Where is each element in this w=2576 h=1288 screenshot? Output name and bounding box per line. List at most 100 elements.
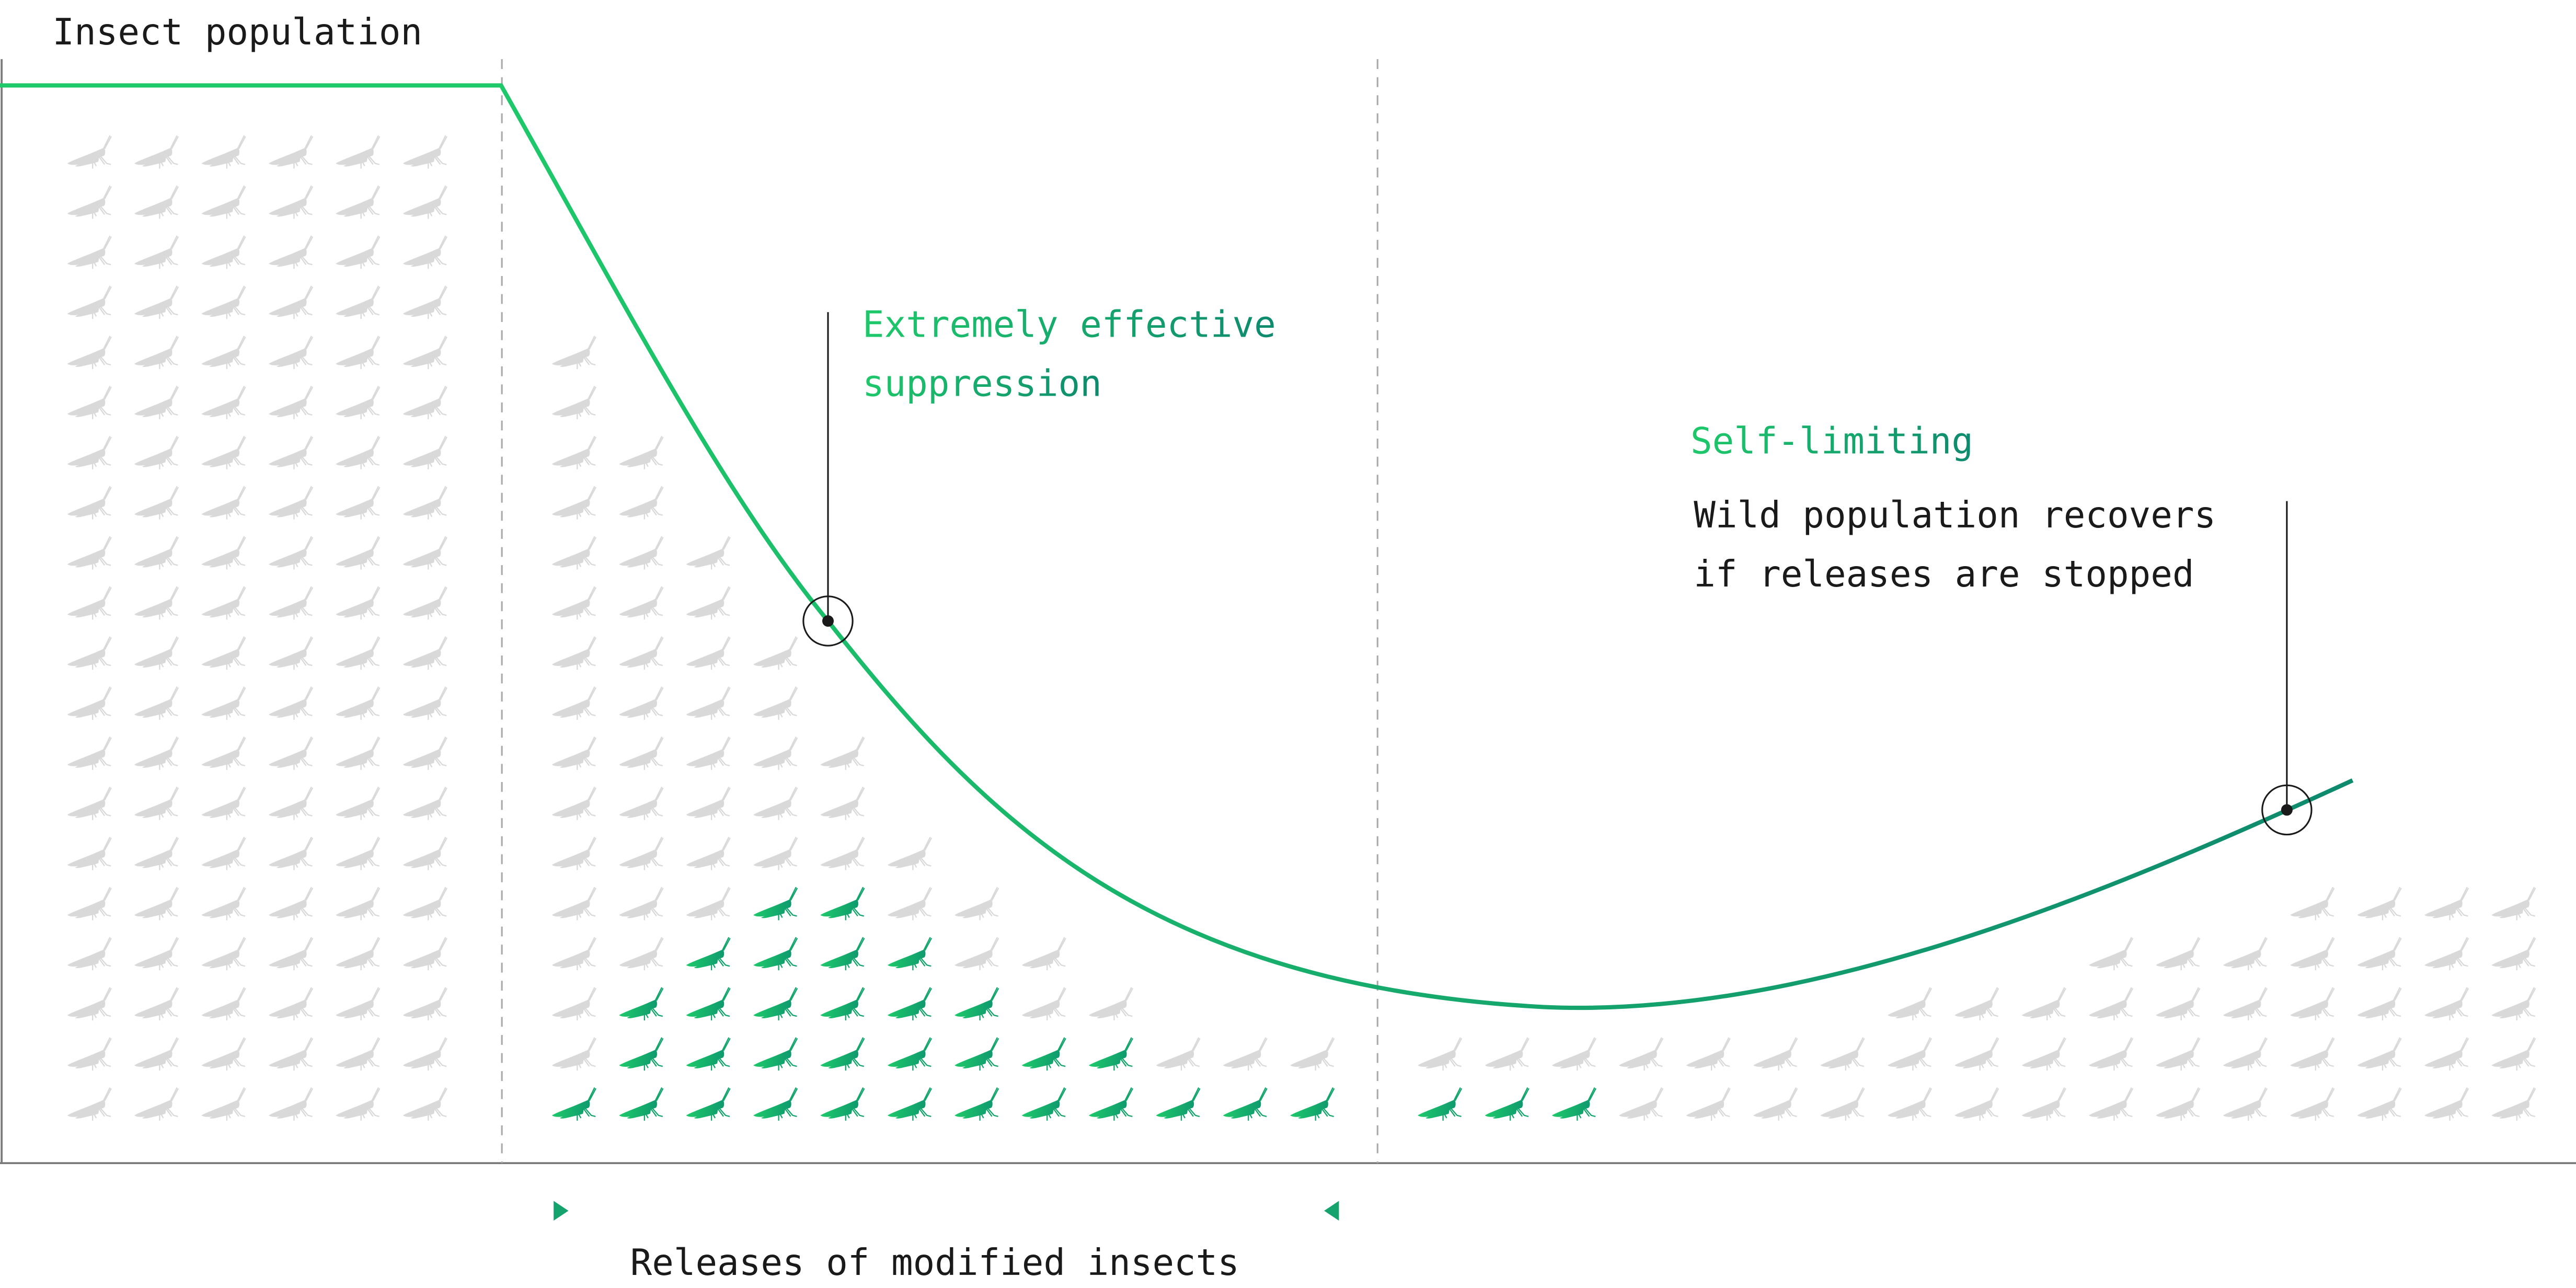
wild-insect-icon: [67, 987, 112, 1021]
modified-insect-icon: [686, 1087, 731, 1121]
wild-insect-icon: [619, 737, 664, 770]
wild-insect-icon: [134, 185, 179, 219]
wild-insect-icon: [2424, 1087, 2469, 1121]
wild-insect-icon: [67, 636, 112, 670]
wild-insect-icon: [619, 536, 664, 570]
wild-insect-icon: [134, 636, 179, 670]
modified-insect-icon: [1156, 1087, 1201, 1121]
wild-insect-icon: [1552, 1037, 1597, 1071]
wild-insect-icon: [67, 887, 112, 921]
modified-insect-icon: [820, 1087, 865, 1121]
wild-insect-icon: [2223, 987, 2268, 1021]
wild-insect-icon: [552, 686, 596, 720]
wild-insect-icon: [67, 737, 112, 770]
wild-insect-icon: [552, 786, 596, 820]
wild-insect-icon: [1820, 1037, 1865, 1071]
wild-insect-icon: [619, 937, 664, 971]
wild-insect-icon: [686, 836, 731, 870]
wild-insect-icon: [619, 486, 664, 520]
modified-insect-icon: [1089, 1037, 1134, 1071]
wild-insect-icon: [269, 636, 314, 670]
wild-insect-icon: [552, 435, 596, 469]
wild-insect-icon: [1290, 1037, 1335, 1071]
wild-insect-icon: [201, 636, 246, 670]
wild-insect-icon: [888, 887, 933, 921]
y-axis-title: Insect population: [53, 12, 422, 53]
release-period-label: Releases of modified insects: [630, 1242, 1239, 1284]
wild-insect-icon: [134, 786, 179, 820]
wild-insect-icon: [269, 786, 314, 820]
modified-insect-icon: [820, 1037, 865, 1071]
wild-insect-icon: [67, 285, 112, 319]
wild-insect-icon: [2021, 987, 2066, 1021]
wild-insect-icon: [336, 636, 381, 670]
wild-insect-icon: [2290, 937, 2335, 971]
wild-insect-icon: [2156, 1037, 2201, 1071]
wild-insect-icon: [269, 135, 314, 169]
wild-insect-icon: [1888, 1037, 1933, 1071]
wild-insect-icon: [820, 836, 865, 870]
wild-insect-icon: [201, 536, 246, 570]
modified-insect-icon: [820, 887, 865, 921]
wild-insect-icon: [67, 135, 112, 169]
wild-insect-icon: [753, 737, 798, 770]
wild-insect-icon: [686, 686, 731, 720]
wild-insect-icon: [134, 937, 179, 971]
wild-insect-icon: [336, 786, 381, 820]
wild-insect-icon: [67, 435, 112, 469]
modified-insect-icon: [1021, 1087, 1066, 1121]
wild-insect-icon: [67, 386, 112, 419]
wild-insect-icon: [686, 737, 731, 770]
wild-insect-icon: [820, 737, 865, 770]
modified-insect-icon: [552, 1087, 596, 1121]
wild-insect-icon: [134, 686, 179, 720]
wild-insect-icon: [67, 336, 112, 370]
wild-insect-icon: [753, 686, 798, 720]
wild-insect-icon: [619, 686, 664, 720]
bracket-right-arrowhead: [1324, 1201, 1339, 1221]
wild-insect-icon: [2357, 987, 2402, 1021]
wild-insect-icon: [134, 135, 179, 169]
modified-insect-icon: [753, 1087, 798, 1121]
wild-insect-icon: [201, 1087, 246, 1121]
wild-insect-icon: [201, 686, 246, 720]
wild-insect-icon: [2491, 1037, 2536, 1071]
modified-insect-icon: [686, 987, 731, 1021]
wild-insect-icon: [2290, 987, 2335, 1021]
wild-insect-icon: [269, 987, 314, 1021]
wild-insect-icon: [2223, 1087, 2268, 1121]
wild-insect-icon: [67, 786, 112, 820]
wild-insect-icon: [402, 887, 447, 921]
modified-insect-icon: [619, 1037, 664, 1071]
wild-insect-icon: [2290, 887, 2335, 921]
wild-insect-icon: [269, 386, 314, 419]
wild-insect-icon: [402, 435, 447, 469]
wild-insect-icon: [402, 135, 447, 169]
wild-insect-icon: [336, 887, 381, 921]
wild-insect-icon: [2357, 1037, 2402, 1071]
modified-insect-icon: [820, 937, 865, 971]
wild-insect-icon: [2491, 987, 2536, 1021]
wild-insect-icon: [1021, 937, 1066, 971]
wild-insect-icon: [134, 336, 179, 370]
modified-insect-icon: [888, 987, 933, 1021]
wild-insect-icon: [336, 235, 381, 269]
wild-insect-icon: [2491, 937, 2536, 971]
wild-insect-icon: [402, 486, 447, 520]
wild-insect-icon: [2156, 937, 2201, 971]
wild-insect-icon: [67, 185, 112, 219]
wild-insect-icon: [201, 887, 246, 921]
wild-insect-icon: [201, 135, 246, 169]
wild-insect-icon: [2156, 1087, 2201, 1121]
modified-insect-icon: [954, 1087, 999, 1121]
wild-insect-icon: [1820, 1087, 1865, 1121]
wild-insect-icon: [67, 1037, 112, 1071]
wild-insect-icon: [753, 636, 798, 670]
modified-insect-icon: [888, 1087, 933, 1121]
wild-insect-icon: [201, 185, 246, 219]
wild-insect-icon: [201, 486, 246, 520]
wild-insect-icon: [336, 737, 381, 770]
wild-insect-icon: [201, 786, 246, 820]
wild-insect-icon: [2089, 937, 2134, 971]
wild-insect-icon: [67, 536, 112, 570]
